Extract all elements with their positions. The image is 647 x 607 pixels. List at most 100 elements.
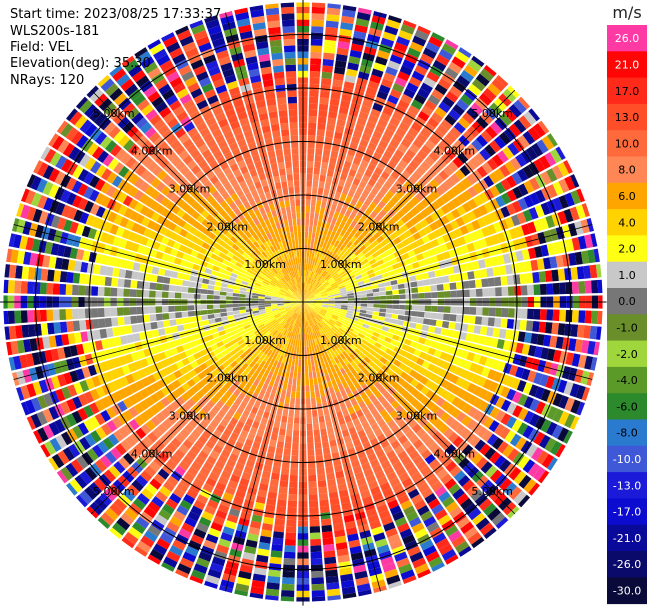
range-gate	[374, 270, 382, 276]
range-gate	[477, 335, 486, 345]
range-gate	[313, 280, 319, 287]
range-gate	[546, 243, 556, 256]
range-gate	[319, 261, 325, 269]
range-gate	[398, 121, 410, 132]
range-gate	[461, 213, 471, 224]
range-gate	[587, 340, 596, 355]
range-gate	[401, 252, 410, 260]
range-gate	[339, 193, 347, 202]
range-gate	[342, 187, 350, 196]
range-gate	[384, 317, 392, 323]
range-gate	[502, 340, 512, 351]
range-gate	[362, 323, 370, 329]
range-gate	[367, 192, 376, 202]
range-gate	[340, 262, 347, 269]
range-gate	[410, 206, 420, 216]
range-gate	[438, 169, 449, 181]
range-gate	[316, 135, 325, 143]
range-gate	[533, 158, 546, 173]
range-gate	[331, 217, 338, 225]
range-gate	[377, 316, 386, 322]
range-gate	[365, 332, 373, 339]
range-gate	[488, 381, 499, 393]
range-gate	[497, 440, 509, 454]
range-gate	[397, 522, 410, 533]
range-gate	[313, 317, 318, 324]
range-gate	[536, 333, 545, 346]
range-gate	[584, 234, 594, 249]
range-gate	[534, 245, 543, 258]
range-gate	[454, 273, 463, 282]
range-gate	[382, 204, 392, 214]
range-gate	[309, 298, 316, 301]
range-gate	[476, 426, 488, 439]
range-gate	[354, 303, 361, 307]
range-gate	[388, 15, 402, 24]
range-gate	[327, 294, 335, 298]
range-gate	[305, 290, 310, 297]
range-gate	[359, 138, 369, 148]
range-gate	[403, 180, 414, 190]
range-gate	[385, 404, 395, 414]
range-gate	[375, 56, 388, 66]
range-gate	[525, 272, 534, 284]
range-gate	[421, 272, 430, 280]
range-gate	[345, 285, 353, 290]
range-gate	[319, 328, 325, 335]
range-gate	[516, 380, 527, 393]
range-gate	[420, 465, 432, 477]
range-gate	[346, 312, 353, 317]
range-gate	[464, 160, 476, 173]
range-gate	[483, 175, 495, 188]
range-gate	[500, 178, 512, 191]
range-gate	[517, 183, 529, 197]
range-gate	[452, 80, 467, 93]
range-gate	[436, 359, 446, 368]
range-gate	[593, 341, 600, 356]
range-gate	[414, 499, 427, 511]
range-gate	[517, 197, 529, 211]
range-gate	[366, 310, 373, 315]
range-gate	[307, 313, 312, 320]
range-gate	[400, 371, 409, 380]
range-gate	[473, 397, 484, 409]
range-gate	[445, 501, 459, 514]
range-gate	[481, 316, 489, 326]
range-gate	[312, 225, 317, 233]
range-gate	[392, 304, 400, 310]
range-gate	[424, 156, 436, 167]
range-gate	[450, 306, 458, 314]
range-gate	[353, 308, 361, 313]
range-gate	[552, 241, 562, 255]
range-gate	[329, 223, 335, 231]
range-gate	[373, 166, 383, 176]
range-gate	[481, 367, 491, 378]
range-gate	[411, 522, 425, 534]
range-gate	[529, 192, 540, 206]
range-gate	[373, 62, 386, 72]
range-gate	[343, 238, 350, 246]
range-gate	[415, 343, 424, 351]
range-gate	[315, 299, 323, 301]
range-gate	[498, 131, 512, 145]
range-gate	[512, 391, 523, 404]
range-gate	[426, 71, 440, 83]
range-gate	[310, 206, 316, 213]
range-gate	[373, 428, 383, 438]
range-gate	[310, 58, 322, 66]
range-gate	[507, 286, 515, 296]
range-gate	[404, 132, 416, 143]
range-gate	[433, 246, 442, 255]
range-gate	[355, 409, 364, 418]
range-gate	[472, 410, 484, 422]
range-gate	[428, 458, 440, 470]
range-gate	[361, 189, 370, 198]
range-gate	[353, 214, 361, 223]
range-gate	[332, 225, 339, 233]
range-gate	[321, 318, 328, 325]
range-gate	[482, 214, 493, 226]
range-gate	[308, 277, 312, 284]
range-gate	[334, 341, 341, 348]
range-gate	[498, 328, 507, 339]
range-gate	[432, 146, 444, 158]
